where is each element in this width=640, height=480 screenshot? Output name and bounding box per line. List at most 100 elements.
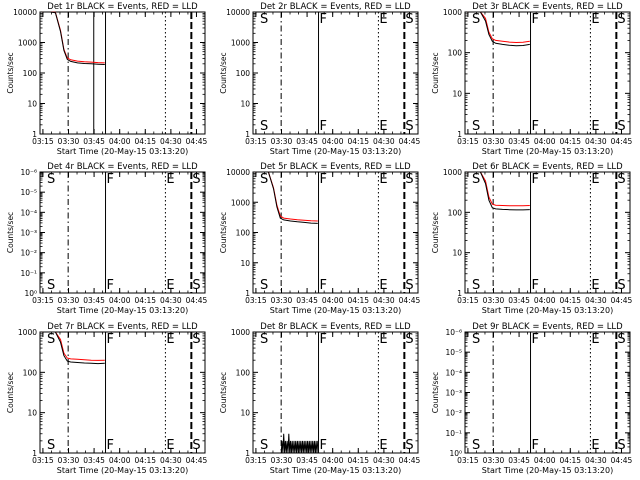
marker-label-top: S — [617, 332, 625, 347]
y-tick-label: 1 — [245, 130, 250, 139]
x-tick-label: 03:45 — [296, 456, 318, 465]
x-tick-label: 04:45 — [399, 296, 421, 305]
marker-label-top: E — [591, 12, 599, 27]
y-tick-label: 1 — [32, 449, 37, 458]
marker-label: E — [166, 438, 174, 453]
marker-label-top: E — [166, 172, 174, 187]
x-tick-label: 03:30 — [271, 137, 293, 146]
marker-label-top: S — [617, 172, 625, 187]
marker-label: S — [617, 438, 625, 453]
x-axis-label: Start Time (20-May-15 03:13:20) — [482, 147, 613, 156]
events-series-line — [280, 433, 319, 454]
x-tick-label: 04:45 — [399, 456, 421, 465]
x-tick-label: 04:15 — [134, 137, 156, 146]
detector-panel-2: Det 2r BLACK = Events, RED = LLD 1 10 100 10… — [219, 2, 420, 156]
panel-title: Det 7r BLACK = Events, RED = LLD — [47, 322, 198, 332]
panel-title: Det 8r BLACK = Events, RED = LLD — [260, 322, 411, 332]
x-tick-label: 03:45 — [296, 137, 318, 146]
x-tick-label: 04:00 — [109, 456, 131, 465]
plot-frame — [39, 331, 206, 454]
panel-title: Det 1r BLACK = Events, RED = LLD — [47, 2, 198, 12]
y-tick-label: 10⁻¹ — [20, 269, 37, 278]
y-tick-label: 10 — [240, 409, 250, 418]
y-tick-label: 10⁻⁶ — [445, 328, 462, 337]
marker-label-top: S — [192, 172, 200, 187]
marker-label-top: S — [405, 12, 413, 27]
x-tick-label: 03:30 — [271, 296, 293, 305]
marker-label-top: S — [405, 172, 413, 187]
marker-label-top: E — [591, 332, 599, 347]
x-axis-label: Start Time (20-May-15 03:13:20) — [482, 306, 613, 315]
marker-label-top: F — [107, 332, 114, 347]
x-tick-label: 03:45 — [83, 296, 105, 305]
detector-panel-3: Det 3r BLACK = Events, RED = LLD 1 10 100 10… — [431, 2, 632, 156]
x-tick-label: 04:00 — [109, 137, 131, 146]
x-tick-label: 04:15 — [559, 456, 581, 465]
y-tick-label: 10000 — [226, 8, 250, 17]
plot-frame — [252, 171, 419, 294]
x-tick-label: 04:45 — [611, 137, 633, 146]
x-tick-label: 03:45 — [83, 137, 105, 146]
marker-label: S — [47, 278, 55, 293]
marker-label: F — [532, 278, 539, 293]
panel-title: Det 3r BLACK = Events, RED = LLD — [472, 2, 623, 12]
x-tick-label: 03:15 — [245, 137, 267, 146]
marker-label-top: F — [107, 172, 114, 187]
marker-label-top: S — [47, 172, 55, 187]
y-tick-label: 1000 — [18, 39, 37, 48]
x-tick-label: 04:00 — [322, 456, 344, 465]
marker-label-top: F — [532, 12, 539, 27]
marker-label-top: E — [379, 12, 387, 27]
x-axis-label: Start Time (20-May-15 03:13:20) — [57, 466, 188, 475]
detector-panel-7: Det 7r BLACK = Events, RED = LLD 1 10 100 10… — [6, 322, 207, 475]
marker-label: E — [379, 278, 387, 293]
detector-panel-1: Det 1r BLACK = Events, RED = LLD 1 10 100 10… — [6, 2, 207, 156]
y-tick-label: 10⁻⁴ — [20, 208, 37, 217]
events-series-line — [42, 331, 105, 365]
marker-label-top: E — [379, 172, 387, 187]
x-axis-label: Start Time (20-May-15 03:13:20) — [57, 147, 188, 156]
y-axis-label: Counts/sec — [6, 52, 15, 93]
marker-label: S — [472, 438, 480, 453]
y-axis-label: Counts/sec — [6, 212, 15, 253]
marker-label-top: S — [405, 332, 413, 347]
events-series-line — [255, 171, 318, 224]
marker-label: S — [405, 438, 413, 453]
marker-label: S — [617, 278, 625, 293]
x-axis-label: Start Time (20-May-15 03:13:20) — [482, 466, 613, 475]
marker-label: S — [472, 119, 480, 134]
y-tick-label: 10 — [240, 259, 250, 268]
marker-label-top: E — [379, 332, 387, 347]
x-tick-label: 04:30 — [373, 137, 395, 146]
y-tick-label: 10 — [452, 249, 462, 258]
y-tick-label: 100 — [448, 208, 463, 217]
plot-frame — [252, 331, 419, 454]
marker-label: S — [47, 438, 55, 453]
marker-label-top: F — [532, 172, 539, 187]
x-tick-label: 03:15 — [457, 137, 479, 146]
plot-frame — [39, 11, 206, 135]
y-tick-label: 10⁻¹ — [445, 429, 462, 438]
x-tick-label: 03:15 — [32, 137, 54, 146]
marker-label: S — [260, 278, 268, 293]
x-tick-label: 04:15 — [347, 296, 369, 305]
lld-series-line — [42, 11, 105, 64]
x-tick-label: 03:15 — [32, 456, 54, 465]
y-tick-label: 100 — [448, 49, 463, 58]
x-tick-label: 03:30 — [58, 456, 80, 465]
x-tick-label: 03:45 — [83, 456, 105, 465]
detector-panel-9: Det 9r BLACK = Events, RED = LLD 10⁰ 10⁻¹ 1… — [431, 322, 632, 475]
y-tick-label: 1000 — [231, 198, 250, 207]
y-tick-label: 100 — [236, 229, 251, 238]
y-tick-label: 10⁻⁵ — [20, 188, 37, 197]
marker-label-top: S — [472, 172, 480, 187]
y-tick-label: 1 — [245, 289, 250, 298]
x-tick-label: 03:15 — [245, 296, 267, 305]
x-tick-label: 03:45 — [508, 137, 530, 146]
marker-label: E — [591, 438, 599, 453]
marker-label: S — [472, 278, 480, 293]
x-tick-label: 04:30 — [585, 137, 607, 146]
x-tick-label: 03:30 — [483, 456, 505, 465]
panel-title: Det 5r BLACK = Events, RED = LLD — [260, 162, 411, 172]
